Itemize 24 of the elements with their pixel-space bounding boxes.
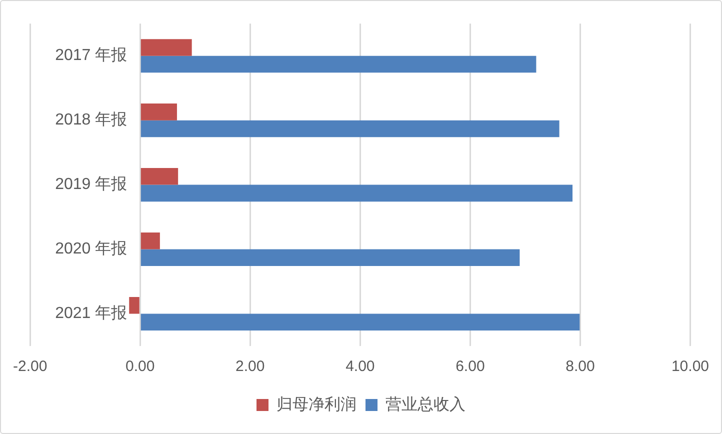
bar	[140, 184, 573, 202]
x-tick-label: 2.00	[236, 358, 265, 376]
bar	[140, 39, 192, 56]
bar	[140, 56, 536, 73]
legend-label: 归母净利润	[276, 395, 356, 414]
bar	[140, 168, 178, 185]
x-tick-label: 10.00	[671, 358, 710, 376]
bar	[140, 104, 177, 120]
x-tick-label: 4.00	[346, 358, 375, 376]
bar	[140, 249, 520, 266]
bar	[140, 314, 580, 331]
bar	[140, 120, 560, 138]
y-tick-label: 2021 年报	[55, 305, 128, 322]
y-tick-label: 2018 年报	[55, 112, 128, 129]
legend-label: 营业总收入	[386, 395, 466, 414]
bar	[140, 232, 160, 250]
x-tick-label: 0.00	[126, 358, 155, 376]
x-tick-label: 6.00	[456, 358, 485, 376]
bar	[129, 296, 140, 314]
y-tick-label: 2017 年报	[55, 47, 128, 64]
y-tick-label: 2019 年报	[55, 176, 128, 194]
x-tick-label: 8.00	[566, 358, 595, 376]
y-tick-label: 2020 年报	[55, 240, 128, 258]
x-tick-label: -2.00	[12, 358, 48, 376]
